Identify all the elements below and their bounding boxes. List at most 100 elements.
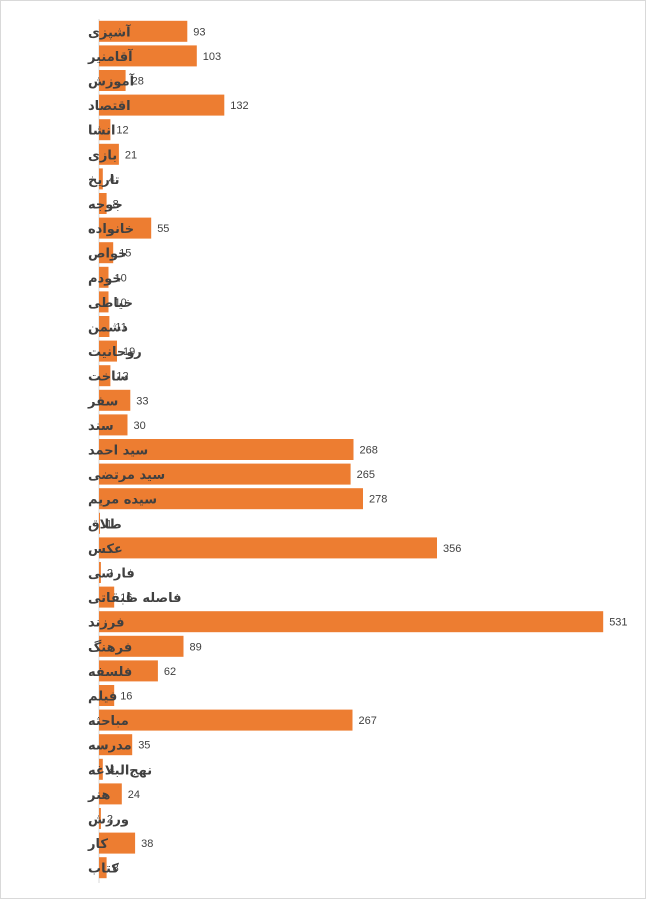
bar: [99, 266, 109, 288]
bar: [99, 832, 136, 854]
category-label: سیده مریم: [88, 493, 157, 508]
value-label: 132: [230, 100, 248, 112]
bar: [99, 119, 111, 141]
bar: [99, 316, 110, 337]
bar: [99, 439, 354, 460]
bar: [99, 685, 115, 706]
value-label: 16: [120, 691, 132, 703]
category-label: سید مرتضی: [88, 468, 165, 483]
category-label: مدرسه: [88, 739, 132, 754]
category-label: روحانیت: [88, 345, 142, 360]
value-label: 8: [113, 199, 119, 211]
bar: [99, 463, 351, 485]
category-label: کتاب: [88, 862, 119, 877]
value-label: 12: [116, 125, 128, 137]
value-label: 103: [203, 51, 221, 63]
bar: [99, 143, 119, 165]
value-label: 30: [134, 420, 146, 432]
bar: [99, 488, 363, 510]
bar: [99, 586, 115, 608]
bar: [99, 168, 103, 190]
bar: [99, 389, 131, 411]
category-label: کار: [87, 837, 108, 852]
value-label: 12: [116, 371, 128, 383]
category-label: سید احمد: [88, 444, 148, 459]
value-label: 4: [109, 174, 115, 186]
category-label: دشمن: [88, 321, 128, 336]
value-label: 62: [164, 666, 176, 678]
category-label: خانواده: [88, 222, 134, 237]
bar: [99, 512, 100, 534]
category-label: فیلم: [88, 690, 117, 705]
value-label: 11: [115, 322, 126, 334]
bar: [99, 562, 101, 583]
value-label: 38: [141, 838, 153, 850]
bar: [99, 857, 107, 879]
category-label: سفر: [87, 394, 118, 409]
category-label: آقامنیر: [87, 48, 133, 65]
value-label: 1: [106, 518, 112, 530]
category-label: آموزش: [88, 73, 135, 90]
bar: [99, 70, 126, 91]
category-label: تاریخ: [88, 173, 120, 188]
bar: [99, 193, 107, 214]
category-label: بازی: [88, 148, 117, 163]
bar: [99, 291, 109, 313]
bar: [99, 20, 188, 42]
value-label: 21: [125, 149, 137, 161]
bar: [99, 217, 152, 239]
category-label: هنر: [87, 788, 110, 803]
bar: [99, 611, 604, 633]
category-label: ورزش: [88, 813, 129, 828]
category-label: آشپزی: [88, 23, 131, 40]
category-label: فارسی: [88, 567, 135, 582]
value-label: 10: [115, 297, 127, 309]
value-label: 55: [157, 223, 169, 235]
category-label: جوجه: [88, 198, 123, 213]
value-label: 33: [136, 395, 148, 407]
bar: [99, 808, 101, 829]
category-label: فلسفه: [88, 665, 132, 680]
bar: [99, 537, 437, 559]
bar: [99, 94, 225, 116]
category-label: خواص: [88, 247, 127, 262]
category-label: سند: [88, 419, 114, 434]
bar: [99, 660, 158, 682]
category-label: اقتصاد: [88, 99, 131, 114]
category-label: خیاطی: [88, 296, 133, 311]
bar: [99, 365, 111, 387]
value-label: 10: [115, 272, 127, 284]
value-label: 24: [128, 789, 140, 801]
bar: [99, 242, 114, 264]
value-label: 93: [193, 26, 205, 38]
bar: [99, 635, 184, 657]
category-label: فرزند: [88, 616, 124, 631]
category-label: فرهنگ: [88, 639, 132, 655]
bar: [99, 758, 103, 780]
bar: [99, 734, 133, 756]
category-label: فاصله طبقاتی: [88, 591, 182, 606]
value-label: 35: [138, 740, 150, 752]
category-label: انشا: [88, 124, 115, 139]
value-label: 356: [443, 543, 461, 555]
bar: [99, 340, 117, 362]
category-label: نهج‌البلاغه: [88, 763, 152, 778]
value-label: 267: [359, 715, 377, 727]
value-label: 8: [113, 863, 119, 875]
bar: [99, 709, 353, 731]
bar: [99, 783, 122, 805]
value-label: 2: [107, 568, 113, 580]
category-label: طلاق: [88, 517, 122, 532]
category-label: ساخت: [88, 370, 129, 385]
bar: [99, 414, 128, 436]
category-label: عکس: [88, 542, 123, 557]
value-label: 4: [109, 764, 115, 776]
value-label: 16: [120, 592, 132, 604]
category-label: خودم: [88, 271, 122, 286]
value-label: 15: [119, 248, 131, 260]
value-label: 89: [190, 641, 202, 653]
value-label: 28: [132, 76, 144, 88]
value-label: 278: [369, 494, 387, 506]
